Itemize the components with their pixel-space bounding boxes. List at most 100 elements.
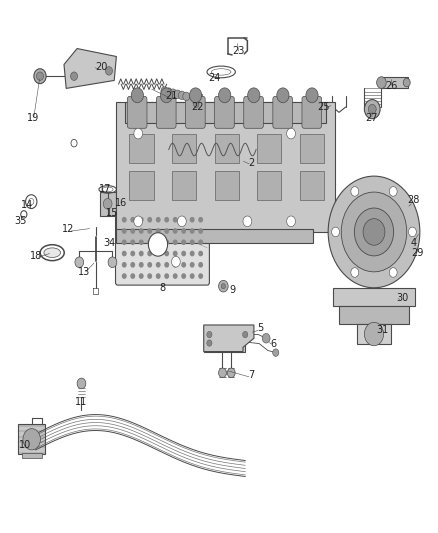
Text: 21: 21 [165,91,177,101]
Circle shape [287,216,295,227]
Circle shape [156,240,160,245]
Circle shape [182,252,185,256]
Circle shape [389,268,397,277]
Circle shape [148,240,152,245]
Circle shape [247,88,260,103]
Circle shape [173,217,177,222]
Text: 17: 17 [99,184,112,195]
Circle shape [139,229,143,233]
Circle shape [131,217,134,222]
Circle shape [328,176,420,288]
Bar [172,134,196,163]
Bar [381,77,408,88]
Circle shape [182,240,185,245]
Circle shape [243,216,252,227]
Text: 24: 24 [208,73,221,83]
Circle shape [165,274,169,278]
Text: 4: 4 [410,238,417,247]
Text: 28: 28 [407,195,420,205]
Circle shape [139,252,143,256]
Text: 12: 12 [62,224,74,235]
Text: 26: 26 [385,81,398,91]
Circle shape [277,88,289,103]
Circle shape [182,274,185,278]
Circle shape [134,128,143,139]
Circle shape [131,240,134,245]
Text: 9: 9 [229,286,235,295]
Circle shape [191,229,194,233]
Circle shape [36,72,43,80]
Circle shape [108,257,117,268]
Circle shape [368,104,376,114]
Circle shape [332,227,339,237]
Circle shape [199,217,202,222]
Circle shape [354,208,394,256]
FancyBboxPatch shape [186,96,205,128]
Bar [215,134,239,163]
Circle shape [75,257,84,268]
Text: 31: 31 [377,325,389,335]
Circle shape [165,263,169,267]
Circle shape [131,263,134,267]
Circle shape [139,240,143,245]
Circle shape [403,78,410,87]
Bar [117,229,313,243]
FancyBboxPatch shape [127,96,147,128]
Circle shape [77,378,86,389]
Circle shape [207,340,212,346]
Circle shape [351,268,359,277]
Circle shape [199,274,202,278]
Circle shape [377,77,386,88]
Circle shape [131,88,144,103]
Circle shape [273,349,279,357]
Circle shape [199,240,202,245]
Circle shape [389,187,397,196]
Circle shape [170,89,177,98]
Text: 29: 29 [411,248,424,258]
Bar [21,453,42,458]
FancyBboxPatch shape [156,96,176,128]
Text: 10: 10 [18,440,31,450]
Circle shape [174,90,181,99]
Circle shape [191,274,194,278]
Circle shape [227,368,235,377]
Bar [215,171,239,200]
Circle shape [139,274,143,278]
FancyBboxPatch shape [244,96,263,128]
FancyBboxPatch shape [273,96,293,128]
Circle shape [156,263,160,267]
Circle shape [363,219,385,245]
Circle shape [139,217,143,222]
Circle shape [161,87,168,95]
Text: 13: 13 [78,267,90,277]
Circle shape [134,216,143,227]
Bar [257,134,281,163]
Text: 19: 19 [27,112,39,123]
Circle shape [131,274,134,278]
Circle shape [123,229,126,233]
Circle shape [173,263,177,267]
Circle shape [287,128,295,139]
Text: 7: 7 [249,370,255,381]
Circle shape [156,252,160,256]
Bar [18,424,45,454]
Circle shape [156,229,160,233]
Circle shape [351,187,359,196]
Bar [204,326,245,352]
Circle shape [71,72,78,80]
Circle shape [262,334,270,343]
Text: 35: 35 [14,216,27,227]
Circle shape [177,216,186,227]
Text: 18: 18 [29,251,42,261]
Bar [339,306,409,324]
Circle shape [183,92,190,101]
Circle shape [191,217,194,222]
Circle shape [139,263,143,267]
Circle shape [219,280,228,292]
Circle shape [156,217,160,222]
Polygon shape [64,49,117,88]
Circle shape [364,100,380,119]
Bar [357,324,391,344]
Text: 25: 25 [318,102,330,112]
Circle shape [182,263,185,267]
